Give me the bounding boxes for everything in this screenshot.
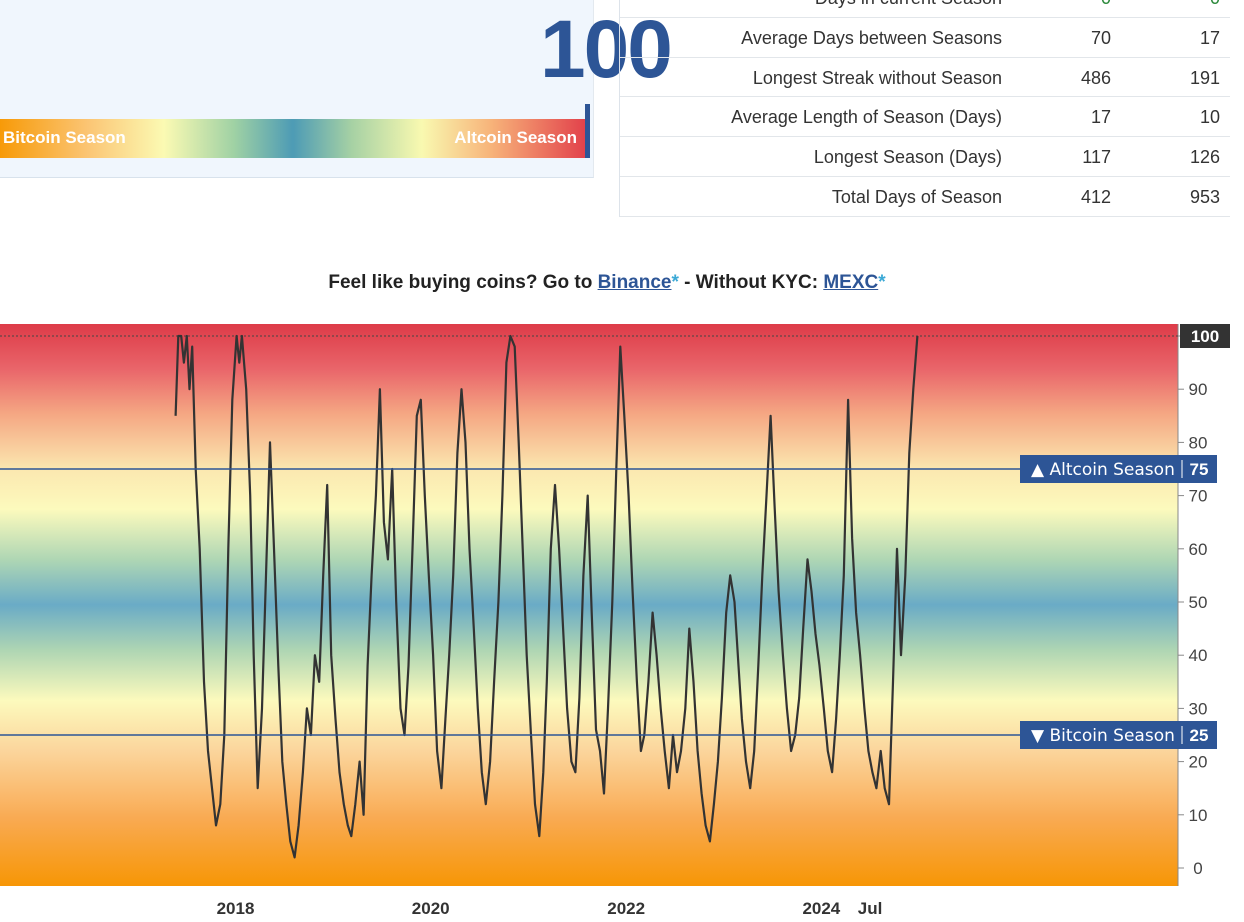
threshold-value: 75 <box>1190 460 1209 479</box>
y-tick-label: 30 <box>1189 699 1208 718</box>
x-tick-label: 2018 <box>217 899 255 918</box>
stats-altcoin-value: 126 <box>1189 147 1220 168</box>
threshold-label: ▲ Altcoin Season <box>1031 460 1175 480</box>
y-tick-label: 50 <box>1189 593 1208 612</box>
threshold-label: ▼ Bitcoin Season <box>1031 726 1175 746</box>
y-tick-label: 40 <box>1189 646 1208 665</box>
threshold-badge <box>1020 455 1217 483</box>
season-thresholds: ▲ Altcoin Season 75 ▼ Bitcoin Season 25 <box>0 455 1217 749</box>
x-tick-label: 2024 <box>802 899 840 918</box>
season-gradient-bar: Bitcoin Season Altcoin Season <box>0 119 586 158</box>
stats-altcoin-value: 953 <box>1189 186 1220 207</box>
y-tick-label: 10 <box>1189 806 1208 825</box>
x-tick-label: Jul <box>858 899 883 918</box>
x-axis-ticks: 2018 2020 2022 2024 Jul <box>217 899 883 918</box>
season-index-value: 100 <box>540 4 673 95</box>
binance-link[interactable]: Binance <box>597 272 672 293</box>
stats-row: Total Days of Season 412 953 <box>620 177 1230 217</box>
season-index-panel: 100 Bitcoin Season Altcoin Season <box>0 0 673 178</box>
stats-altcoin-value: 191 <box>1189 67 1220 88</box>
stats-bitcoin-value: 0 <box>1101 0 1111 9</box>
stats-bitcoin-value: 117 <box>1082 147 1111 168</box>
bitcoin-season-label: Bitcoin Season <box>3 128 126 147</box>
y-axis-ticks: 0 10 20 30 40 50 60 70 80 90 <box>1178 335 1208 878</box>
stats-altcoin-value: 10 <box>1199 107 1220 128</box>
stats-bitcoin-value: 412 <box>1080 186 1111 207</box>
stats-altcoin-value: 0 <box>1210 0 1220 9</box>
promo-middle: - Without KYC: <box>678 272 824 293</box>
y-tick-label: 0 <box>1193 859 1202 878</box>
threshold-badge <box>1020 721 1217 749</box>
stats-altcoin-value: 17 <box>1199 27 1220 48</box>
x-tick-label: 2022 <box>607 899 645 918</box>
altcoin-index-series-line <box>174 334 919 859</box>
stats-label: Days in current Season <box>815 0 1002 9</box>
mexc-link[interactable]: MEXC <box>823 272 879 293</box>
stats-row: Days in current Season 0 0 <box>620 0 1230 18</box>
stats-bitcoin-value: 70 <box>1090 27 1111 48</box>
y-tick-label: 80 <box>1189 433 1208 452</box>
chart-background <box>0 324 1178 886</box>
current-value-text: 100 <box>1191 327 1219 346</box>
binance-star: * <box>671 272 679 293</box>
stats-label: Average Length of Season (Days) <box>731 107 1002 128</box>
mexc-star: * <box>878 272 886 293</box>
threshold-value: 25 <box>1190 726 1209 745</box>
exchange-promo: Feel like buying coins? Go to Binance* -… <box>0 272 1214 294</box>
y-tick-label: 60 <box>1189 540 1208 559</box>
stats-row: Average Days between Seasons 70 17 <box>620 18 1230 58</box>
y-tick-label: 90 <box>1189 380 1208 399</box>
stats-label: Average Days between Seasons <box>741 27 1002 48</box>
altcoin-season-label: Altcoin Season <box>454 128 577 147</box>
stats-row: Longest Season (Days) 117 126 <box>620 137 1230 177</box>
stats-label: Total Days of Season <box>831 186 1002 207</box>
axis-strip <box>1178 324 1230 886</box>
stats-label: Longest Streak without Season <box>752 67 1002 88</box>
index-position-marker <box>585 104 590 158</box>
promo-prefix: Feel like buying coins? Go to <box>328 272 598 293</box>
y-tick-label: 20 <box>1189 753 1208 772</box>
stats-bitcoin-value: 486 <box>1080 67 1111 88</box>
stats-bitcoin-value: 17 <box>1090 107 1111 128</box>
stats-label: Longest Season (Days) <box>813 147 1002 168</box>
stats-row: Average Length of Season (Days) 17 10 <box>620 97 1230 138</box>
x-tick-label: 2020 <box>412 899 450 918</box>
current-value-badge <box>1180 324 1230 348</box>
stats-row: Longest Streak without Season 486 191 <box>620 58 1230 98</box>
current-value-label: 100 <box>1180 324 1230 348</box>
season-stats-table: Days in current Season 0 0 Average Days … <box>619 0 1230 217</box>
y-tick-label: 70 <box>1189 487 1208 506</box>
